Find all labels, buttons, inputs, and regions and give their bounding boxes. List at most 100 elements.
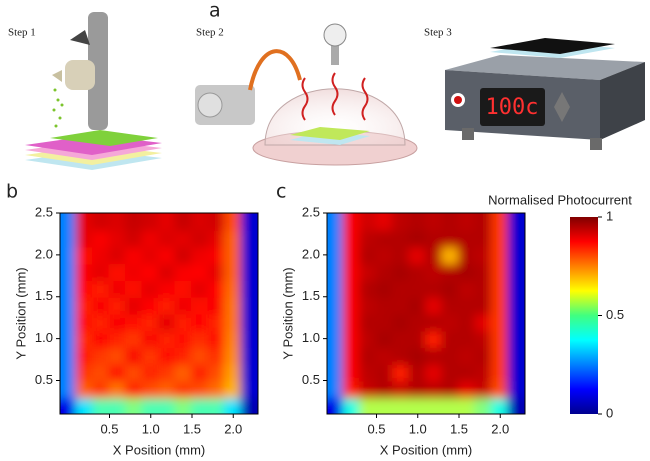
heatmap-cell xyxy=(507,312,525,332)
heatmap-cell xyxy=(458,346,477,365)
heatmap-cell xyxy=(141,329,160,348)
heatmap-cell xyxy=(441,245,460,265)
heatmap-cell xyxy=(108,295,127,315)
heatmap-cell xyxy=(158,329,177,348)
heatmap-cell xyxy=(425,279,444,298)
heatmap-cell xyxy=(441,396,460,414)
heatmap-cell xyxy=(75,245,94,265)
heatmap-cell xyxy=(75,379,94,399)
x-tick-label: 0.5 xyxy=(367,421,385,436)
heatmap-cell xyxy=(224,396,243,414)
heatmap-cell xyxy=(60,362,78,382)
heatmap-cell xyxy=(392,228,411,248)
heatmap-cell xyxy=(158,228,177,248)
x-axis-title: X Position (mm) xyxy=(380,442,472,457)
heatmap-cell xyxy=(207,312,226,332)
heatmap-cell xyxy=(392,312,411,332)
heatmap-cell xyxy=(392,295,411,315)
heatmap-cell xyxy=(342,312,361,332)
colorbar xyxy=(570,217,598,414)
y-tick-label: 2.5 xyxy=(35,204,53,219)
step2-illustration xyxy=(195,23,418,166)
heatmap-cell xyxy=(507,245,525,265)
heatmap-cell xyxy=(375,379,394,399)
y-tick-label: 2.0 xyxy=(302,246,320,261)
heatmap-cell xyxy=(507,262,525,281)
heatmap-cell xyxy=(441,329,460,348)
heatmap-cell xyxy=(359,245,378,265)
heatmap-cell xyxy=(141,396,160,414)
heatmap-cell xyxy=(359,279,378,298)
heatmap-cell xyxy=(92,262,111,281)
heatmap-cell xyxy=(458,329,477,348)
heatmap-cell xyxy=(141,312,160,332)
heatmap-cell xyxy=(491,329,510,348)
heatmap-cell xyxy=(342,295,361,315)
heatmap-cell xyxy=(342,279,361,298)
heatmap-cell xyxy=(441,346,460,365)
heatmap-cell xyxy=(342,329,361,348)
heatmap-cell xyxy=(458,295,477,315)
heatmap-cell xyxy=(174,329,193,348)
panel-label: c xyxy=(276,181,286,203)
heatmap-cell xyxy=(224,279,243,298)
heatmap-cell xyxy=(342,245,361,265)
heatmap-cell xyxy=(224,245,243,265)
heatmap-cell xyxy=(125,245,144,265)
heatmap-cell xyxy=(191,329,210,348)
heatmap-cell xyxy=(191,228,210,248)
heatmap-cell xyxy=(224,329,243,348)
heatmap-cell xyxy=(507,295,525,315)
heatmap-cell xyxy=(441,312,460,332)
heatmap-cell xyxy=(108,245,127,265)
heatmap-cell xyxy=(392,396,411,414)
heatmap-cell xyxy=(174,295,193,315)
heatmap-cell xyxy=(141,262,160,281)
heatmap-cell xyxy=(491,245,510,265)
heatmap-cell xyxy=(240,279,258,298)
heatmap-cell xyxy=(327,245,345,265)
heatmap-cell xyxy=(75,213,94,231)
heatmap-cell xyxy=(375,245,394,265)
heatmap-cell xyxy=(458,312,477,332)
heatmap-cell xyxy=(425,396,444,414)
heatmap-cell xyxy=(507,396,525,414)
heatmap-cell xyxy=(191,262,210,281)
heatmap-cell xyxy=(92,329,111,348)
heatmap-cell xyxy=(75,329,94,348)
heatmap-cell xyxy=(458,279,477,298)
heatmap-cell xyxy=(474,329,493,348)
heatmap-cell xyxy=(491,228,510,248)
heatmap-cell xyxy=(60,346,78,365)
heatmap-cell xyxy=(174,245,193,265)
heatmap-cell xyxy=(207,295,226,315)
heatmap-cell xyxy=(60,396,78,414)
heatmap-cell xyxy=(441,362,460,382)
heatmap-cell xyxy=(75,396,94,414)
heatmap-cell xyxy=(75,295,94,315)
heatmap-cell xyxy=(125,295,144,315)
heatmap-cell xyxy=(141,279,160,298)
heatmap-cell xyxy=(108,213,127,231)
y-tick-label: 2.5 xyxy=(302,204,320,219)
display-text: 100c xyxy=(486,95,539,120)
heatmap-cell xyxy=(474,396,493,414)
heatmap-cell xyxy=(240,213,258,231)
heatmap-cell xyxy=(191,213,210,231)
heatmap-cell xyxy=(92,312,111,332)
heatmap-cell xyxy=(491,346,510,365)
heatmap-cell xyxy=(474,295,493,315)
heatmap-cell xyxy=(491,396,510,414)
heatmap-cell xyxy=(359,312,378,332)
heatmap-cell xyxy=(108,379,127,399)
heatmap-cell xyxy=(174,379,193,399)
heatmap-cell xyxy=(224,379,243,399)
heatmap-cell xyxy=(458,213,477,231)
heatmap-cell xyxy=(92,295,111,315)
heatmap-cell xyxy=(108,262,127,281)
heatmap-cell xyxy=(359,213,378,231)
heatmap-cell xyxy=(359,295,378,315)
heatmap-cell xyxy=(141,346,160,365)
heatmap-cell xyxy=(392,279,411,298)
heatmap-cell xyxy=(408,279,427,298)
